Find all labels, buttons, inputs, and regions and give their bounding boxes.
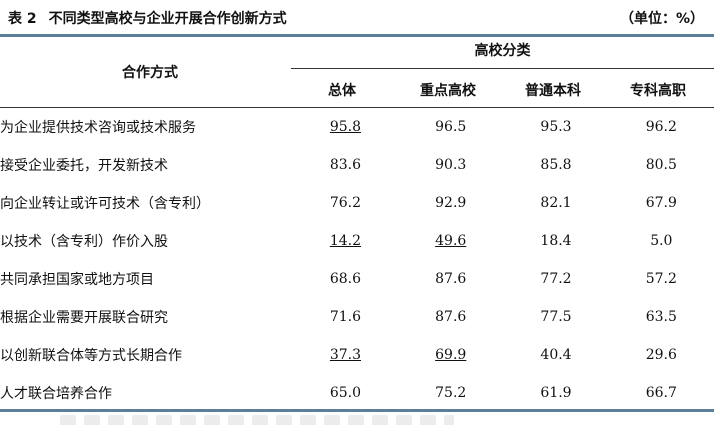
table-row: 以创新联合体等方式长期合作 37.3 69.9 40.4 29.6 (0, 336, 714, 374)
row-value-cell: 69.9 (398, 336, 503, 374)
row-value: 37.3 (329, 347, 362, 363)
row-value: 14.2 (329, 233, 362, 249)
row-method-label: 向企业转让或许可技术（含专利） (0, 196, 210, 212)
column-header-overall: 总体 (328, 83, 356, 99)
row-value: 66.7 (645, 385, 677, 401)
row-value-cell: 96.5 (398, 108, 503, 146)
table-caption: 表 2 不同类型高校与企业开展合作创新方式 （单位：%） (8, 4, 704, 32)
table-unit: （单位：%） (619, 11, 704, 27)
table-row: 以技术（含专利）作价入股 14.2 49.6 18.4 5.0 (0, 222, 714, 260)
row-method-label: 为企业提供技术咨询或技术服务 (0, 120, 196, 136)
row-value: 76.2 (329, 195, 362, 211)
row-value-cell: 14.2 (293, 222, 398, 260)
row-value: 49.6 (435, 233, 467, 249)
row-value-cell: 82.1 (503, 184, 608, 222)
bottom-rule (0, 409, 714, 412)
row-method-label: 根据企业需要开展联合研究 (0, 310, 168, 326)
row-value-cell: 18.4 (503, 222, 608, 260)
row-value: 82.1 (540, 195, 572, 211)
table-body: 为企业提供技术咨询或技术服务 95.8 96.5 95.3 96.2 接受企业委托，开发新… (0, 108, 714, 412)
row-value: 61.9 (540, 385, 572, 401)
group-header: 高校分类 (474, 43, 531, 59)
row-value: 80.5 (645, 157, 677, 173)
row-value-cell: 66.7 (609, 374, 714, 412)
top-rule (0, 34, 714, 37)
row-value-cell: 75.2 (398, 374, 503, 412)
row-value: 85.8 (540, 157, 572, 173)
row-value: 87.6 (435, 271, 467, 287)
row-value: 75.2 (435, 385, 467, 401)
group-header-rule (291, 68, 714, 69)
table-number: 表 2 (8, 11, 37, 27)
row-value-cell: 85.8 (503, 146, 608, 184)
row-value-cell: 49.6 (398, 222, 503, 260)
row-value: 83.6 (329, 157, 362, 173)
cut-off-text-line (60, 415, 454, 425)
row-value-cell: 57.2 (609, 260, 714, 298)
table-row: 根据企业需要开展联合研究 71.6 87.6 77.5 63.5 (0, 298, 714, 336)
row-value: 18.4 (540, 233, 572, 249)
row-value-cell: 83.6 (293, 146, 398, 184)
row-method-label: 人才联合培养合作 (0, 386, 112, 402)
row-value: 57.2 (645, 271, 677, 287)
row-value-cell: 77.2 (503, 260, 608, 298)
row-value: 71.6 (329, 309, 362, 325)
row-value-cell: 90.3 (398, 146, 503, 184)
row-value-cell: 68.6 (293, 260, 398, 298)
row-value-cell: 87.6 (398, 298, 503, 336)
row-value: 65.0 (329, 385, 362, 401)
row-value-cell: 65.0 (293, 374, 398, 412)
row-value-cell: 29.6 (609, 336, 714, 374)
row-value-cell: 80.5 (609, 146, 714, 184)
row-value: 92.9 (435, 195, 467, 211)
row-value: 40.4 (540, 347, 572, 363)
row-value: 90.3 (435, 157, 467, 173)
column-header-regular-undergraduate: 普通本科 (525, 83, 581, 99)
row-value: 68.6 (329, 271, 362, 287)
row-value-cell: 77.5 (503, 298, 608, 336)
row-value-cell: 71.6 (293, 298, 398, 336)
row-value-cell: 37.3 (293, 336, 398, 374)
row-method-label: 以创新联合体等方式长期合作 (0, 348, 182, 364)
row-value-cell: 76.2 (293, 184, 398, 222)
row-value: 96.5 (435, 119, 467, 135)
row-value-cell: 92.9 (398, 184, 503, 222)
row-value-cell: 61.9 (503, 374, 608, 412)
header-rule (0, 107, 714, 108)
table-row: 共同承担国家或地方项目 68.6 87.6 77.2 57.2 (0, 260, 714, 298)
table-row: 向企业转让或许可技术（含专利） 76.2 92.9 82.1 67.9 (0, 184, 714, 222)
caption-left: 表 2 不同类型高校与企业开展合作创新方式 (8, 8, 287, 28)
row-value-cell: 63.5 (609, 298, 714, 336)
column-header-vocational-colleges: 专科高职 (630, 83, 686, 99)
table-row: 人才联合培养合作 65.0 75.2 61.9 66.7 (0, 374, 714, 412)
method-header: 合作方式 (122, 65, 178, 81)
row-method-label: 共同承担国家或地方项目 (0, 272, 154, 288)
data-table: 为企业提供技术咨询或技术服务 95.8 96.5 95.3 96.2 接受企业委托，开发新… (0, 108, 714, 412)
row-value: 69.9 (435, 347, 467, 363)
row-value: 77.2 (540, 271, 572, 287)
row-value: 77.5 (540, 309, 572, 325)
table-row: 为企业提供技术咨询或技术服务 95.8 96.5 95.3 96.2 (0, 108, 714, 146)
row-method-label: 接受企业委托，开发新技术 (0, 158, 168, 174)
row-value: 67.9 (645, 195, 677, 211)
table-title: 不同类型高校与企业开展合作创新方式 (48, 11, 287, 27)
row-value: 87.6 (435, 309, 467, 325)
row-value: 96.2 (645, 119, 677, 135)
column-header-key-universities: 重点高校 (420, 83, 476, 99)
row-method-label: 以技术（含专利）作价入股 (0, 234, 168, 250)
row-value-cell: 67.9 (609, 184, 714, 222)
row-value-cell: 40.4 (503, 336, 608, 374)
row-value-cell: 5.0 (609, 222, 714, 260)
row-value-cell: 87.6 (398, 260, 503, 298)
row-value-cell: 96.2 (609, 108, 714, 146)
row-value-cell: 95.8 (293, 108, 398, 146)
table-row: 接受企业委托，开发新技术 83.6 90.3 85.8 80.5 (0, 146, 714, 184)
row-value: 5.0 (650, 233, 673, 249)
row-value: 95.8 (329, 119, 362, 135)
row-value: 63.5 (645, 309, 677, 325)
row-value: 29.6 (645, 347, 677, 363)
row-value: 95.3 (540, 119, 572, 135)
row-value-cell: 95.3 (503, 108, 608, 146)
